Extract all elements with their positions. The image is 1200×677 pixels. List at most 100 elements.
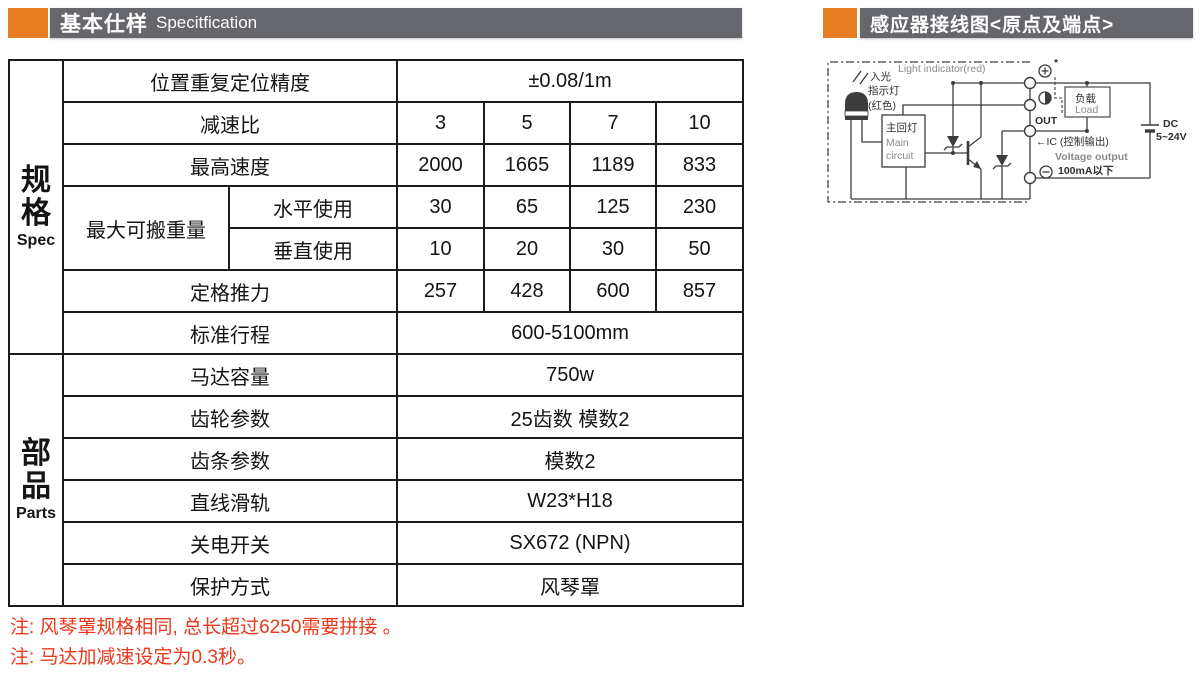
spec-label-rail: 直线滑轨 [62,479,398,523]
right-header-title: 感应器接线图<原点及端点> [870,14,1115,36]
spec-value-rack: 模数2 [396,437,744,481]
transistor-legs [967,83,982,199]
voltage-output-label: Voltage output [1055,151,1128,163]
load-zh-label: 负载 [1075,92,1097,105]
spec-row-precision: 规格 Spec 位置重复定位精度 ±0.08/1m [8,59,744,355]
junction-dot [979,81,983,85]
optional-dashed-wire [1054,77,1063,114]
half-circle-fill [1045,92,1051,104]
spec-label-payload: 最大可搬重量 [62,185,230,271]
section-spec-en: Spec [16,232,56,249]
transistor-emitter-arrow [973,161,981,169]
sensor-wiring-diagram: * Light indicator(red) 入光 指示灯 (红色) 主回灯 M… [827,57,1187,203]
spec-row-rail: 直线滑轨 W23*H18 [9,479,744,523]
led-leads [850,120,882,199]
section-parts-zh: 部品 [21,436,51,504]
section-label-parts: 部品 Parts [8,353,64,607]
spec-value-protection: 风琴罩 [396,563,744,607]
spec-value-max-speed-1: 2000 [396,143,485,187]
spec-value-max-speed-2: 1665 [483,143,571,187]
light-indicator-label: Light indicator(red) [898,63,986,75]
spec-label-thrust: 定格推力 [62,269,398,313]
spec-row-payload-horizontal: 最大可搬重量 水平使用 30 65 125 230 [9,185,744,271]
left-header-accent-block [8,8,48,38]
terminal-out [1023,124,1037,138]
spec-row-switch: 关电开关 SX672 (NPN) [9,521,744,565]
zener1-wires [925,83,968,154]
load-box [1064,86,1111,118]
spec-row-rack: 齿条参数 模数2 [9,437,744,481]
spec-row-gear: 齿轮参数 25齿数 模数2 [9,395,744,439]
note-motor-accel: 注: 马达加减速设定为0.3秒。 [10,647,256,668]
out-terminal-label: OUT [1035,115,1058,127]
junction-dot [1085,129,1089,133]
spec-value-motor: 750w [396,353,744,397]
spec-value-thrust-1: 257 [396,269,485,313]
spec-value-max-speed-3: 1189 [569,143,657,187]
spec-value-ratio-2: 5 [483,101,571,145]
spec-value-vertical-1: 10 [396,227,485,271]
spec-value-max-speed-4: 833 [655,143,744,187]
spec-label-gear: 齿轮参数 [62,395,398,439]
right-header-bar: 感应器接线图<原点及端点> [860,8,1193,38]
main-circuit-en-line2: circuit [886,150,914,162]
left-header-bar: 基本仕样 Specitfication [50,8,742,38]
left-header-title-en: Specitfication [156,13,258,32]
spec-label-max-speed: 最高速度 [62,143,398,187]
minus-circle-icon [1039,165,1053,179]
spec-row-protection: 保护方式 风琴罩 [9,563,744,607]
terminal-aux [1023,98,1037,112]
spec-value-horizontal-4: 230 [655,185,744,229]
spec-label-motor: 马达容量 [62,353,398,397]
plus-circle-cross [1041,67,1049,75]
spec-row-max-speed: 最高速度 2000 1665 1189 833 [9,143,744,187]
spec-value-horizontal-3: 125 [569,185,657,229]
zener1-bar [943,143,963,151]
spec-value-precision: ±0.08/1m [396,59,744,103]
spec-value-ratio-4: 10 [655,101,744,145]
load-en-label: Load [1075,104,1099,116]
spec-value-horizontal-2: 65 [483,185,571,229]
right-header-accent-block [823,8,857,38]
dc-return-wire [1030,131,1151,179]
spec-value-ratio-3: 7 [569,101,657,145]
spec-value-vertical-2: 20 [483,227,571,271]
zener2-diode-icon [996,155,1008,166]
led-band [844,110,869,117]
top-rail-wire [953,82,1151,125]
spec-row-payload-vertical: 垂直使用 10 20 30 50 [9,227,744,271]
spec-value-thrust-2: 428 [483,269,571,313]
sensor-enclosure-outline [827,61,1030,203]
spec-value-ratio-1: 3 [396,101,485,145]
terminal-positive [1023,76,1037,90]
zener1-diode-icon [947,136,959,147]
spec-row-ratio: 减速比 3 5 7 10 [9,101,744,145]
spec-value-horizontal-1: 30 [396,185,485,229]
light-zh-line1: 入光 [870,70,891,83]
star-note: * [1054,57,1059,69]
section-spec-zh: 规格 [21,163,51,231]
spec-value-stroke: 600-5100mm [396,311,744,355]
terminal-negative [1023,171,1037,185]
spec-label-switch: 关电开关 [62,521,398,565]
plus-circle-icon [1038,64,1052,78]
main-circuit-zh-label: 主回灯 [886,122,918,134]
left-header-title-zh: 基本仕样 [60,13,148,36]
ic-output-label: ←IC (控制输出) [1036,135,1109,148]
note-bellows: 注: 风琴罩规格相同, 总长超过6250需要拼接 。 [10,617,402,638]
spec-row-motor: 部品 Parts 马达容量 750w [8,353,744,607]
current-limit-label: 100mA以下 [1058,165,1114,177]
spec-row-thrust: 定格推力 257 428 600 857 [9,269,744,313]
zener2-bar [992,162,1012,170]
light-zh-line3: (红色) [868,99,896,112]
junction-dot [951,151,955,155]
spec-value-thrust-4: 857 [655,269,744,313]
spec-table: 规格 Spec 位置重复定位精度 ±0.08/1m 减速比 3 5 7 10 最… [8,59,744,607]
spec-label-protection: 保护方式 [62,563,398,607]
main-circuit-en-line1: Main [886,137,909,149]
spec-value-rail: W23*H18 [396,479,744,523]
spec-value-gear: 25齿数 模数2 [396,395,744,439]
spec-value-thrust-3: 600 [569,269,657,313]
light-zh-line2: 指示灯 [868,84,900,97]
